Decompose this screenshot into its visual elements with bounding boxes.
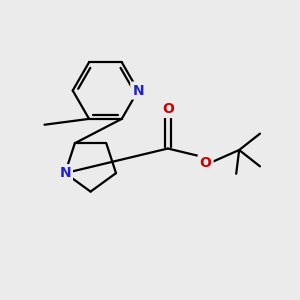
Text: N: N [132, 84, 144, 98]
Text: N: N [59, 166, 71, 180]
Text: O: O [162, 102, 174, 116]
Text: O: O [200, 156, 211, 170]
